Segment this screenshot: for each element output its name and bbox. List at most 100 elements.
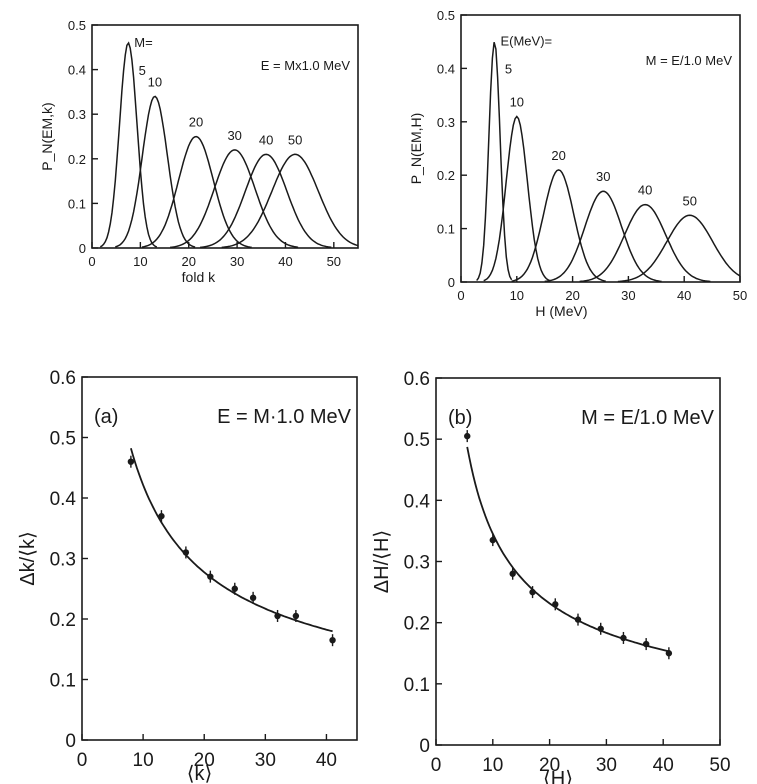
y-tick-label: 0.2 [437,168,455,183]
data-point [529,588,536,596]
plot-frame [460,14,741,283]
y-tick-label: 0.3 [404,553,430,574]
y-tick-label: 0.3 [68,107,86,122]
data-point [597,625,604,632]
x-tick-label: 0 [457,288,464,303]
series-label: 5 [139,63,146,78]
y-tick-label: 0.2 [68,152,86,167]
y-tick-label: 0 [448,275,455,290]
condition-annotation: M = E/1.0 MeV [646,53,733,68]
data-point [207,573,214,580]
distribution-curve-50 [221,153,359,249]
y-tick-label: 0.4 [437,61,455,76]
plot-frame [435,377,721,746]
y-tick-label: 0.2 [50,610,76,631]
distribution-curve-40 [200,153,332,249]
x-axis-label: fold k [182,269,216,285]
distribution-curve-20 [511,169,606,282]
data-point [182,549,190,556]
fit-curve [466,446,670,653]
distribution-curve-5 [476,42,513,281]
condition-annotation: E = Mx1.0 MeV [261,58,351,73]
y-tick-label: 0.4 [50,489,77,510]
x-tick-label: 10 [133,750,154,771]
y-tick-label: 0.1 [404,675,430,696]
y-tick-label: 0.6 [50,368,76,389]
series-label: 5 [505,62,512,77]
data-point [620,634,627,642]
data-point [231,585,238,592]
distribution-curve-40 [579,203,711,283]
x-tick-label: 10 [133,254,147,269]
panel-label: (b) [448,407,472,429]
distribution-curve-10 [483,115,551,282]
condition-annotation: E = M·1.0 MeV [217,406,352,428]
plot-frame [81,376,358,741]
x-axis-label: ⟨k⟩ [187,763,213,784]
series-label: 50 [683,193,697,208]
x-tick-label: 30 [230,254,244,269]
plot-frame [91,24,359,249]
x-tick-label: 0 [431,755,442,776]
x-axis-label: H (MeV) [535,303,587,319]
series-label: 20 [551,148,565,163]
data-point [642,640,650,648]
series-label: 30 [227,128,241,143]
y-tick-label: 0 [79,241,86,256]
y-tick-label: 0.5 [50,429,76,450]
x-tick-label: 50 [327,254,341,269]
x-tick-label: 20 [565,288,579,303]
y-axis-label: ΔH/⟨H⟩ [371,530,393,593]
x-tick-label: 10 [482,755,503,776]
y-axis-label: Δk/⟨k⟩ [17,531,39,586]
y-tick-label: 0 [419,736,430,757]
x-tick-label: 0 [77,750,88,771]
distribution-curve-20 [141,135,252,249]
chart-bottom-right: 0 10 20 30 40 50 0 0.1 0.2 0.3 0.4 0.5 0.6 ⟨H⟩ ΔH/⟨H⟩ (… [371,369,731,784]
fit-curve [130,447,333,633]
x-tick-label: 20 [194,750,215,771]
y-tick-label: 0.5 [404,430,430,451]
panel-label: (a) [94,406,118,428]
distribution-curve-50 [617,214,741,283]
series-label-prefix: E(MeV)= [500,34,552,49]
data-point [574,616,582,623]
x-tick-label: 0 [88,254,95,269]
y-tick-label: 0.4 [404,491,431,512]
condition-annotation: M = E/1.0 MeV [581,407,714,429]
data-point [489,536,496,544]
data-point [329,636,336,644]
y-tick-label: 0.5 [68,18,86,33]
y-tick-label: 0.4 [68,63,86,78]
y-tick-label: 0.1 [437,222,455,237]
x-tick-label: 20 [539,755,560,776]
data-point [292,612,300,620]
data-point [249,594,257,602]
chart-top-right: 0 10 20 30 40 50 0 0.1 0.2 0.3 0.4 0.5 H (MeV) P_N(EM… [408,8,747,319]
series-label: 30 [596,169,610,184]
y-axis-label: P_N(EM,k) [39,102,55,170]
distribution-curve-30 [544,190,662,283]
distribution-curve-30 [170,149,299,249]
x-tick-label: 10 [510,288,524,303]
y-tick-label: 0.5 [437,8,455,23]
y-tick-label: 0.2 [404,614,430,635]
y-axis-label: P_N(EM,H) [408,113,424,185]
y-tick-label: 0.1 [50,671,76,692]
series-label-prefix: M= [134,35,152,50]
chart-bottom-left: 0 10 20 30 40 0 0.1 0.2 0.3 0.4 0.5 0.6 ⟨k⟩ Δk/⟨k⟩ (a)… [17,368,358,784]
distribution-curve-10 [115,95,196,248]
x-tick-label: 20 [181,254,195,269]
data-point [127,458,135,465]
data-point [509,570,516,577]
data-point [552,601,559,608]
x-tick-label: 30 [255,750,276,771]
distribution-curve-5 [99,41,158,248]
series-label: 10 [148,74,162,89]
y-tick-label: 0.3 [437,115,455,130]
series-label: 10 [510,94,524,109]
chart-top-left: 0 10 20 30 40 50 0 0.1 0.2 0.3 0.4 0.5 fold k P_N(EM,… [39,18,359,285]
x-tick-label: 40 [278,254,292,269]
series-label: 20 [189,115,203,130]
